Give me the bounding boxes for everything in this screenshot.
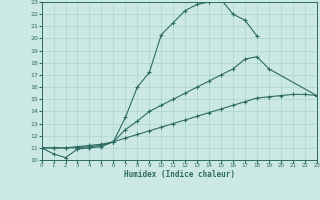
X-axis label: Humidex (Indice chaleur): Humidex (Indice chaleur) [124,170,235,179]
